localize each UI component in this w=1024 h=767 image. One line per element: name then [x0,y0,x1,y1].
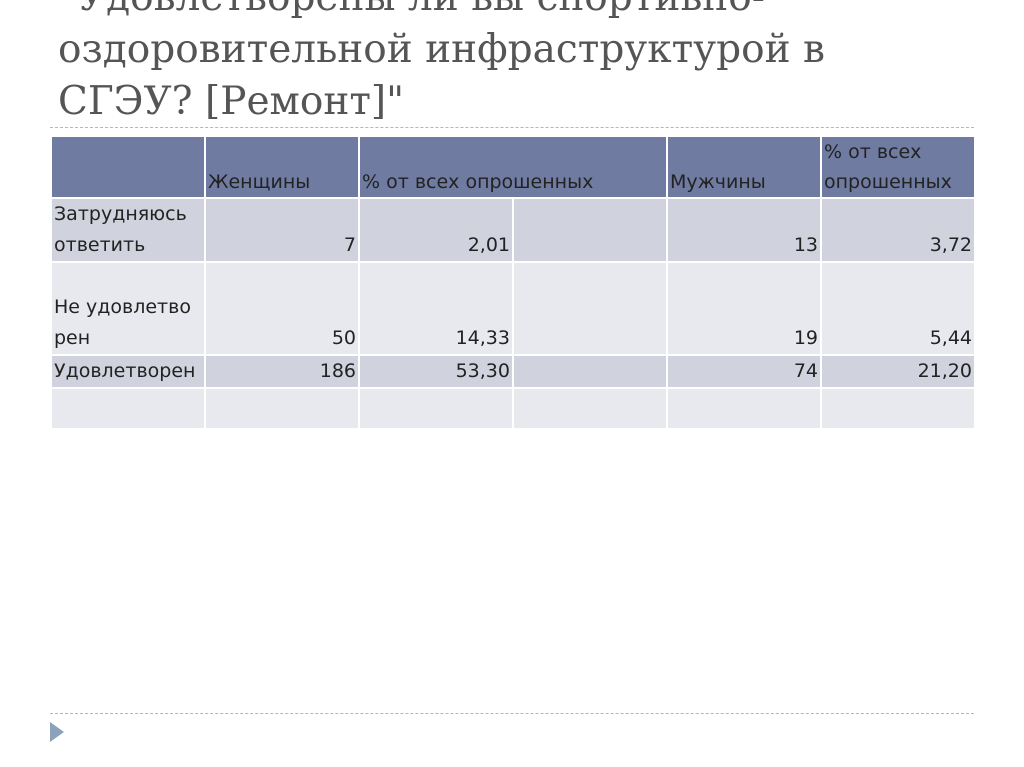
header-cell: Мужчины [666,135,822,199]
table-cell: 50 [204,261,360,356]
table-cell: 21,20 [820,354,976,389]
table-cell: 14,33 [358,261,514,356]
row-label: Затрудняюсь ответить [50,197,206,263]
table-row: Не удовлетворен 50 14,33 19 5,44 [50,261,976,356]
table-row: Затрудняюсь ответить 7 2,01 13 3,72 [50,197,976,263]
table-cell: 13 [666,197,822,263]
title-line: “Удовлетворены ли вы спортивно- [58,0,998,24]
header-cell: % от всех опрошенных [358,135,668,199]
row-label: Не удовлетворен [50,261,206,356]
table-cell: 3,72 [820,197,976,263]
header-cell: % от всех опрошенных [820,135,976,199]
table-cell: 5,44 [820,261,976,356]
row-label [50,387,206,430]
table-cell [820,387,976,430]
table-cell [358,387,514,430]
table-cell [512,197,668,263]
header-cell [50,135,206,199]
separator [50,127,974,128]
row-label: Удовлетворен [50,354,206,389]
table-cell [512,354,668,389]
table-cell: 2,01 [358,197,514,263]
data-table: Женщины% от всех опрошенных Мужчины% от в… [50,135,976,430]
header-row: Женщины% от всех опрошенных Мужчины% от в… [50,135,976,199]
header-cell: Женщины [204,135,360,199]
bullet-arrow [50,722,64,742]
table-cell: 74 [666,354,822,389]
separator [50,713,974,714]
table-cell: 53,30 [358,354,514,389]
table-cell: 19 [666,261,822,356]
table-row: Удовлетворен 186 53,30 74 21,20 [50,354,976,389]
title-line: оздоровительной инфраструктурой в [58,27,825,72]
table-row [50,387,976,430]
slide-title: “Удовлетворены ли вы спортивно-оздоровит… [58,0,998,128]
table-cell [666,387,822,430]
table-cell [512,261,668,356]
title-line: СГЭУ? [Ремонт]" [58,79,405,124]
table-cell [512,387,668,430]
table-cell: 7 [204,197,360,263]
table-cell: 186 [204,354,360,389]
table-cell [204,387,360,430]
